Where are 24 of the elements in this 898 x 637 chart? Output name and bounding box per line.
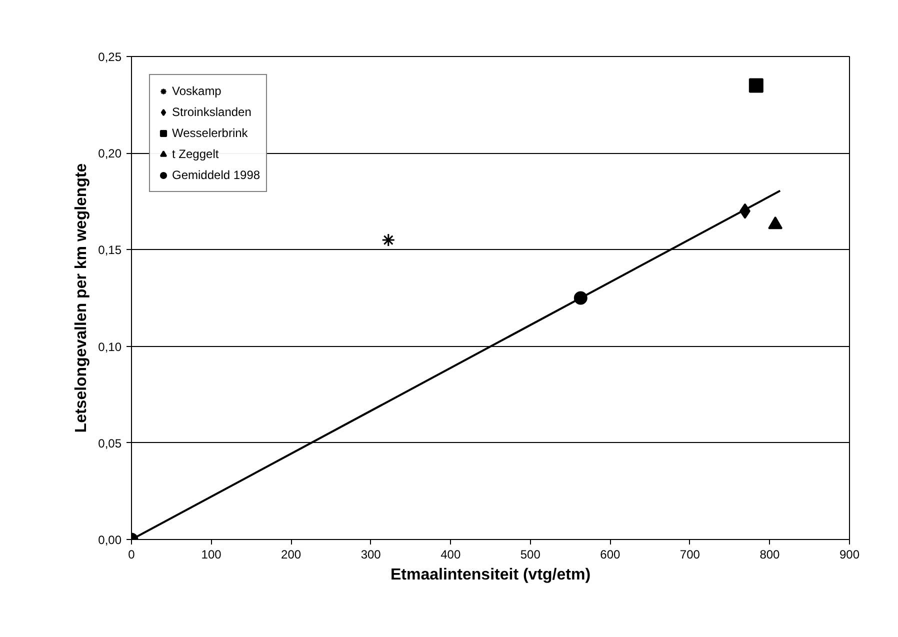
- legend-label: Voskamp: [172, 84, 222, 98]
- legend-label: t Zeggelt: [172, 147, 219, 161]
- x-tick-label: 600: [600, 548, 621, 562]
- x-tick-label: 700: [680, 548, 700, 562]
- y-tick-label: 0,00: [98, 533, 122, 547]
- x-axis-title: Etmaalintensiteit (vtg/etm): [390, 566, 591, 584]
- x-tick-label: 100: [201, 548, 222, 562]
- x-tick-label: 0: [128, 548, 136, 562]
- legend-label: Gemiddeld 1998: [172, 168, 260, 182]
- x-tick-label: 500: [520, 548, 541, 562]
- x-tick-label: 800: [760, 548, 780, 562]
- y-tick-label: 0,25: [98, 50, 122, 64]
- point: [748, 78, 764, 93]
- x-tick-label: 400: [440, 548, 461, 562]
- x-tick-label: 300: [360, 548, 382, 562]
- y-axis-title: Letselongevallen per km weglengte: [73, 163, 90, 433]
- y-tick-label: 0,05: [98, 436, 122, 450]
- legend-label: Stroinkslanden: [172, 105, 252, 119]
- y-tick-label: 0,20: [98, 146, 122, 161]
- x-tick-label: 900: [839, 548, 860, 562]
- y-tick-label: 0,10: [98, 340, 122, 354]
- x-tick-label: 200: [281, 548, 302, 562]
- legend-label: Wesselerbrink: [172, 126, 248, 140]
- y-tick-label: 0,15: [98, 243, 122, 258]
